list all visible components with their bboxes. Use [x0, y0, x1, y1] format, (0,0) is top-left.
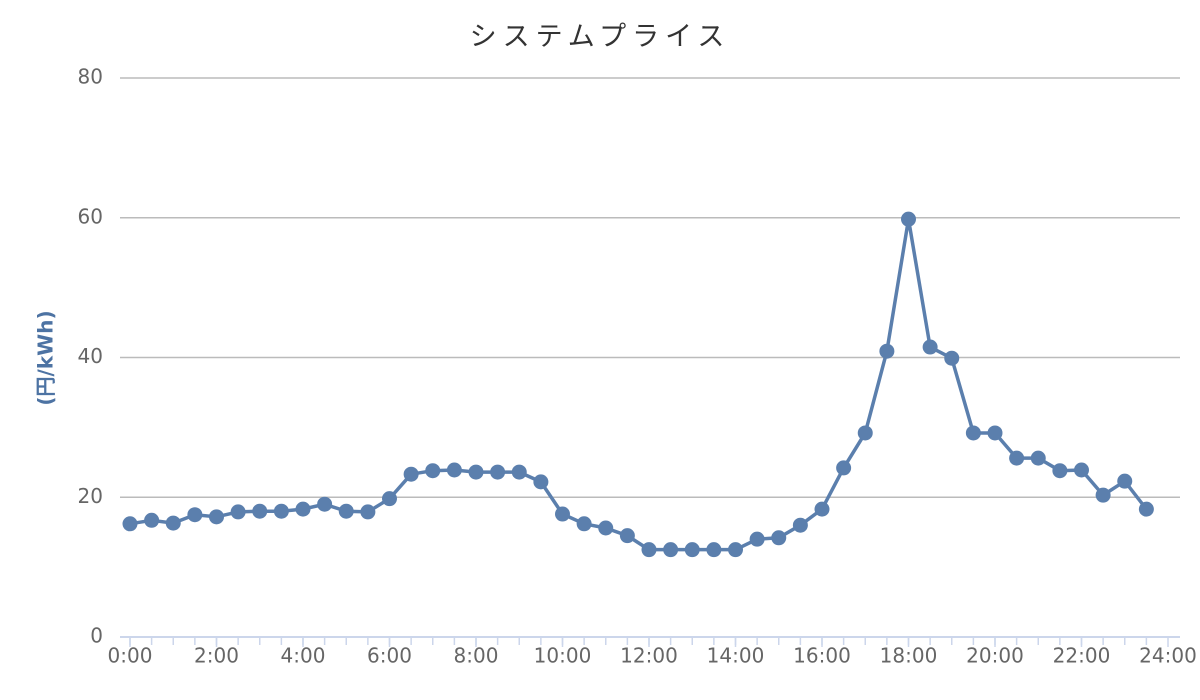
point — [1117, 473, 1133, 489]
point — [901, 211, 916, 227]
point — [295, 501, 311, 517]
x-tick-label: 22:00 — [1053, 644, 1111, 668]
point — [1009, 450, 1025, 466]
x-tick-label: 18:00 — [880, 644, 938, 668]
point — [230, 504, 246, 520]
point — [706, 542, 722, 558]
point — [382, 491, 397, 507]
point — [360, 504, 376, 520]
x-tick-label: 12:00 — [620, 644, 678, 668]
point — [511, 464, 527, 480]
y-tick-label: 40 — [78, 344, 103, 368]
point — [987, 425, 1003, 441]
x-tick-label: 4:00 — [281, 644, 326, 668]
y-tick-label: 0 — [90, 624, 103, 648]
point — [598, 520, 614, 536]
point — [836, 460, 852, 476]
point — [663, 542, 679, 558]
point — [446, 462, 462, 478]
point — [1095, 487, 1111, 503]
point — [576, 516, 592, 532]
point — [273, 503, 289, 519]
point — [965, 425, 981, 441]
point — [857, 425, 873, 441]
x-tick-label: 0:00 — [108, 644, 153, 668]
point — [187, 507, 203, 523]
y-axis-label: (円/kWh) — [34, 310, 58, 405]
y-tick-label: 60 — [78, 204, 103, 228]
point — [749, 531, 765, 547]
point — [814, 501, 830, 517]
y-tick-label: 20 — [78, 484, 103, 508]
point — [771, 530, 787, 546]
point — [879, 343, 895, 359]
chart-title: システムプライス — [470, 22, 731, 53]
point — [1052, 463, 1068, 479]
x-tick-label: 2:00 — [194, 644, 239, 668]
point — [555, 506, 570, 522]
point — [728, 542, 743, 558]
point — [1138, 501, 1154, 517]
point — [619, 528, 635, 544]
x-tick-label: 14:00 — [707, 644, 765, 668]
point — [425, 463, 441, 479]
point — [490, 464, 506, 480]
point — [1030, 450, 1046, 466]
point — [641, 542, 657, 558]
point — [1074, 462, 1089, 478]
line — [129, 217, 1148, 552]
y-tick-label: 80 — [78, 65, 103, 89]
point — [165, 515, 181, 531]
point — [533, 474, 549, 490]
point — [792, 517, 808, 533]
x-tick-label: 24:00 — [1139, 644, 1197, 668]
point — [944, 350, 960, 366]
point — [122, 516, 138, 532]
point — [338, 503, 354, 519]
point — [684, 542, 700, 558]
x-tick-label: 16:00 — [793, 644, 851, 668]
point — [252, 503, 268, 519]
point — [209, 509, 224, 525]
point — [468, 464, 484, 480]
x-tick-label: 6:00 — [367, 644, 412, 668]
point — [317, 496, 333, 512]
x-tick-label: 20:00 — [966, 644, 1024, 668]
point — [403, 466, 419, 482]
x-tick-label: 8:00 — [454, 644, 499, 668]
point — [144, 512, 160, 528]
x-tick-label: 10:00 — [534, 644, 592, 668]
point — [922, 339, 938, 355]
